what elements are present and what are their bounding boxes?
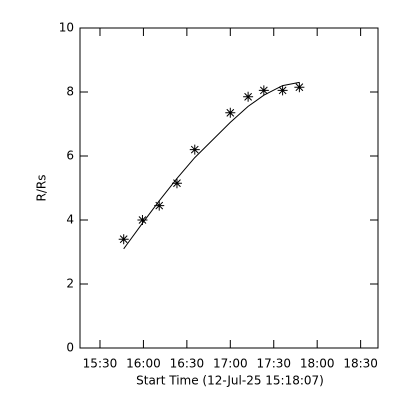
data-point (294, 82, 305, 93)
data-point (189, 144, 200, 155)
y-tick-label: 10 (59, 21, 74, 35)
x-tick-label: 18:30 (343, 357, 378, 371)
plot-frame (79, 27, 379, 349)
x-tick-label: 17:30 (256, 357, 291, 371)
x-tick-label: 17:00 (213, 357, 248, 371)
x-tick-label: 15:30 (83, 357, 118, 371)
data-point (118, 234, 129, 245)
data-point (258, 85, 269, 96)
data-point (137, 215, 148, 225)
data-point (243, 91, 254, 102)
y-tick-label: 6 (66, 149, 74, 163)
data-point (154, 200, 165, 211)
fit-line (123, 81, 300, 250)
y-axis-label: R/Rs (35, 175, 49, 202)
data-point (225, 107, 236, 118)
data-point (171, 178, 182, 189)
y-tick-label: 8 (66, 85, 74, 99)
y-tick-label: 4 (66, 213, 74, 227)
y-tick-label: 2 (66, 277, 74, 291)
x-tick-label: 18:00 (300, 357, 335, 371)
x-tick-label: 16:00 (126, 357, 161, 371)
x-tick-label: 16:30 (170, 357, 205, 371)
y-tick-label: 0 (66, 341, 74, 355)
x-axis-label: Start Time (12-Jul-25 15:18:07) (136, 374, 324, 388)
data-point (277, 85, 288, 96)
